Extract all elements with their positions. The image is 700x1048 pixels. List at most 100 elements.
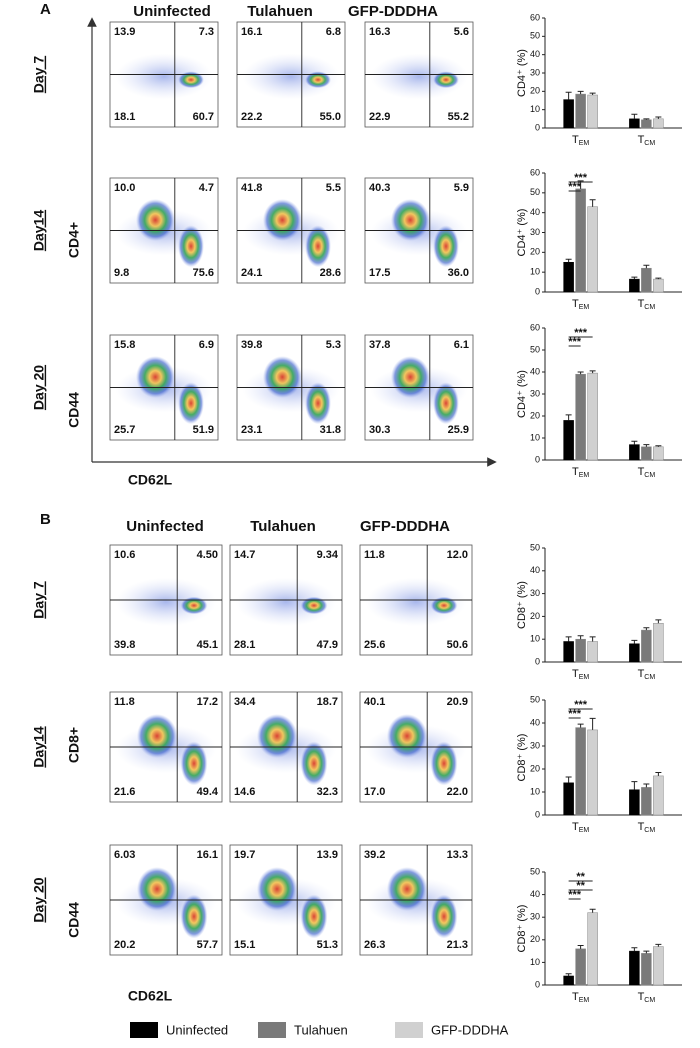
error-bar bbox=[655, 277, 662, 280]
y-tick-label: 20 bbox=[530, 86, 540, 96]
row-label: Day 7 bbox=[31, 56, 47, 94]
x-tick-label: TEM bbox=[572, 821, 589, 834]
density-cluster bbox=[262, 356, 302, 398]
density-haze bbox=[370, 53, 468, 100]
x-tick-label: TEM bbox=[572, 991, 589, 1004]
density-cluster bbox=[262, 199, 302, 241]
quadrant-value: 17.0 bbox=[364, 786, 385, 798]
density-cluster bbox=[256, 867, 298, 911]
quadrant-value: 11.8 bbox=[114, 696, 135, 708]
x-tick-subscript: EM bbox=[579, 997, 590, 1004]
column-header: GFP-DDDHA bbox=[360, 518, 450, 535]
bar bbox=[653, 946, 664, 986]
quadrant-value: 5.5 bbox=[326, 182, 341, 194]
quadrant-value: 21.3 bbox=[447, 939, 468, 951]
quadrant-value: 16.1 bbox=[197, 849, 218, 861]
density-cluster bbox=[180, 894, 208, 939]
error-bar bbox=[655, 943, 662, 947]
bar bbox=[629, 444, 640, 461]
quadrant-value: 17.2 bbox=[197, 696, 218, 708]
y-tick-label: 40 bbox=[530, 49, 540, 59]
error-bar bbox=[565, 91, 572, 100]
quadrant-value: 32.3 bbox=[317, 786, 338, 798]
bar bbox=[629, 950, 640, 986]
marker-label: CD8+ bbox=[66, 727, 82, 763]
density-cluster bbox=[305, 225, 331, 268]
quadrant-value: 19.7 bbox=[234, 849, 255, 861]
quadrant-value: 10.6 bbox=[114, 549, 135, 561]
bar bbox=[575, 727, 586, 816]
x-tick-subscript: EM bbox=[579, 472, 590, 479]
y-axis-title: CD8⁺ (%) bbox=[516, 581, 528, 629]
y-tick-label: 50 bbox=[530, 344, 540, 354]
significance-label: *** bbox=[574, 172, 588, 184]
error-bar bbox=[577, 723, 584, 728]
error-bar bbox=[631, 113, 638, 119]
x-tick-subscript: EM bbox=[579, 827, 590, 834]
x-tick-label: TEM bbox=[572, 466, 589, 479]
error-bar bbox=[589, 717, 596, 730]
quadrant-value: 39.2 bbox=[364, 849, 385, 861]
legend-swatch bbox=[130, 1022, 158, 1038]
density-cluster bbox=[180, 596, 208, 615]
quadrant-value: 23.1 bbox=[241, 424, 262, 436]
quadrant-value: 18.7 bbox=[317, 696, 338, 708]
x-axis-label: CD62L bbox=[128, 988, 173, 1004]
error-bar bbox=[565, 776, 572, 783]
y-tick-label: 60 bbox=[530, 167, 540, 177]
significance-label: ** bbox=[576, 880, 585, 892]
bar bbox=[653, 118, 664, 129]
quadrant-value: 41.8 bbox=[241, 182, 262, 194]
quadrant-value: 20.9 bbox=[447, 696, 468, 708]
bar bbox=[563, 262, 574, 293]
error-bar bbox=[565, 258, 572, 263]
quadrant-value: 26.3 bbox=[364, 939, 385, 951]
quadrant-value: 4.50 bbox=[197, 549, 218, 561]
y-axis-title: CD4⁺ (%) bbox=[516, 209, 528, 257]
y-tick-label: 30 bbox=[530, 912, 540, 922]
legend-label: Uninfected bbox=[166, 1022, 228, 1037]
quadrant-value: 28.1 bbox=[234, 639, 255, 651]
quadrant-value: 14.7 bbox=[234, 549, 255, 561]
density-cluster bbox=[390, 199, 430, 241]
quadrant-value: 55.2 bbox=[448, 111, 469, 123]
x-tick-label: TCM bbox=[638, 466, 656, 479]
quadrant-value: 34.4 bbox=[234, 696, 256, 708]
quadrant-value: 37.8 bbox=[369, 339, 390, 351]
density-haze bbox=[115, 53, 213, 100]
y-tick-label: 60 bbox=[530, 12, 540, 22]
y-axis-title: CD4⁺ (%) bbox=[516, 370, 528, 418]
y-tick-label: 40 bbox=[530, 207, 540, 217]
quadrant-value: 22.9 bbox=[369, 111, 390, 123]
error-bar bbox=[577, 635, 584, 640]
quadrant-value: 11.8 bbox=[364, 549, 385, 561]
y-tick-label: 0 bbox=[535, 656, 540, 666]
error-bar bbox=[631, 947, 638, 952]
row-label: Day14 bbox=[31, 210, 47, 251]
quadrant-value: 12.0 bbox=[447, 549, 468, 561]
quadrant-value: 45.1 bbox=[197, 639, 218, 651]
quadrant-value: 75.6 bbox=[193, 267, 214, 279]
error-bar bbox=[631, 781, 638, 790]
y-tick-label: 60 bbox=[530, 322, 540, 332]
error-bar bbox=[643, 118, 650, 120]
y-tick-label: 20 bbox=[530, 934, 540, 944]
significance-label: *** bbox=[568, 336, 582, 348]
bar bbox=[641, 446, 652, 461]
legend-label: Tulahuen bbox=[294, 1022, 348, 1037]
error-bar bbox=[589, 908, 596, 913]
bar bbox=[641, 267, 652, 293]
row-label: Day14 bbox=[31, 726, 47, 767]
quadrant-value: 22.2 bbox=[241, 111, 262, 123]
density-cluster bbox=[305, 382, 331, 425]
y-tick-label: 30 bbox=[530, 388, 540, 398]
x-tick-subscript: CM bbox=[644, 304, 655, 311]
error-bar bbox=[643, 783, 650, 788]
error-bar bbox=[589, 370, 596, 374]
y-tick-label: 50 bbox=[530, 866, 540, 876]
quadrant-value: 6.1 bbox=[454, 339, 469, 351]
column-header: Uninfected bbox=[126, 518, 204, 535]
bar bbox=[575, 948, 586, 986]
quadrant-value: 18.1 bbox=[114, 111, 135, 123]
bar bbox=[641, 119, 652, 129]
